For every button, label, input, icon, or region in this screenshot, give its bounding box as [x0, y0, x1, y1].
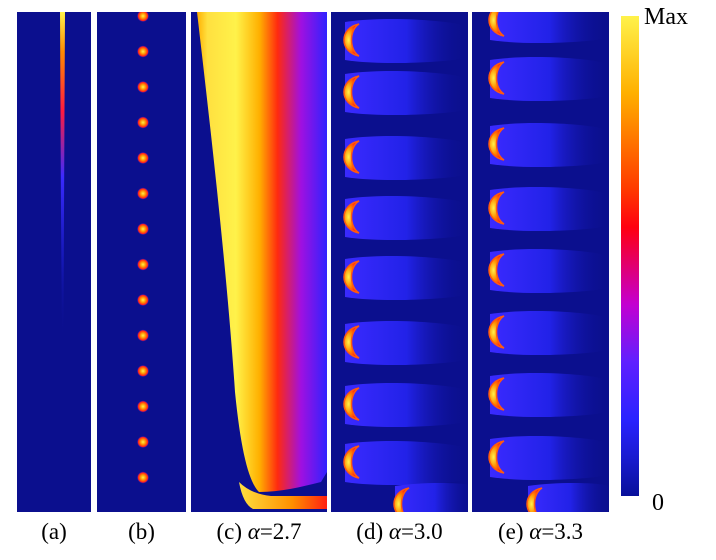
- alpha-symbol: α: [388, 519, 401, 544]
- soliton-dot: [137, 45, 149, 58]
- caption-c: (c) α=2.7: [216, 519, 302, 544]
- crescent-pulse: [488, 436, 609, 481]
- soliton-dot: [137, 81, 149, 93]
- crescent-pulse: [488, 249, 609, 294]
- crescent-pulse: [526, 483, 609, 512]
- caption-b: (b): [128, 519, 155, 544]
- soliton-dot: [137, 12, 149, 22]
- crescent-pulse: [488, 311, 609, 356]
- caption-a: (a): [41, 519, 67, 544]
- crescent-pulse: [343, 256, 468, 301]
- alpha-symbol: α: [529, 519, 542, 544]
- crescent-pulse: [343, 321, 468, 366]
- crescent-pulse: [343, 19, 468, 64]
- caption-d: (d) α=3.0: [356, 519, 443, 544]
- soliton-dot: [137, 187, 149, 200]
- soliton-dot: [137, 116, 149, 129]
- panel-b: [97, 12, 186, 512]
- soliton-dot: [137, 400, 149, 413]
- crescent-pulse: [488, 12, 609, 44]
- crescent-pulse: [393, 483, 468, 512]
- soliton-dot: [137, 365, 149, 377]
- soliton-dot: [137, 223, 149, 235]
- soliton-dot: [137, 294, 149, 306]
- soliton-dot: [137, 471, 149, 484]
- crescent-pulse: [488, 187, 609, 232]
- caption-e: (e) α=3.3: [497, 519, 584, 544]
- soliton-dot: [137, 329, 149, 342]
- colorbar-min-label: 0: [652, 490, 664, 516]
- crescent-pulse: [488, 123, 609, 168]
- soliton-dot: [137, 152, 149, 164]
- crescent-pulse: [343, 383, 468, 428]
- colorbar-max-label: Max: [644, 4, 688, 30]
- crescent-pulse: [343, 441, 468, 486]
- alpha-symbol: α: [247, 519, 260, 544]
- soliton-dot: [137, 258, 149, 271]
- crescent-pulse: [343, 196, 468, 241]
- crescent-pulse: [343, 136, 468, 181]
- panel-d: [331, 12, 468, 512]
- crescent-pulse: [343, 71, 468, 116]
- crescent-pulse: [488, 57, 609, 102]
- panel-c: [191, 12, 327, 512]
- soliton-dot: [137, 436, 149, 448]
- panel-e: [472, 12, 609, 512]
- panel-a: [17, 12, 91, 512]
- colorbar: [621, 16, 639, 496]
- crescent-pulse: [488, 373, 609, 418]
